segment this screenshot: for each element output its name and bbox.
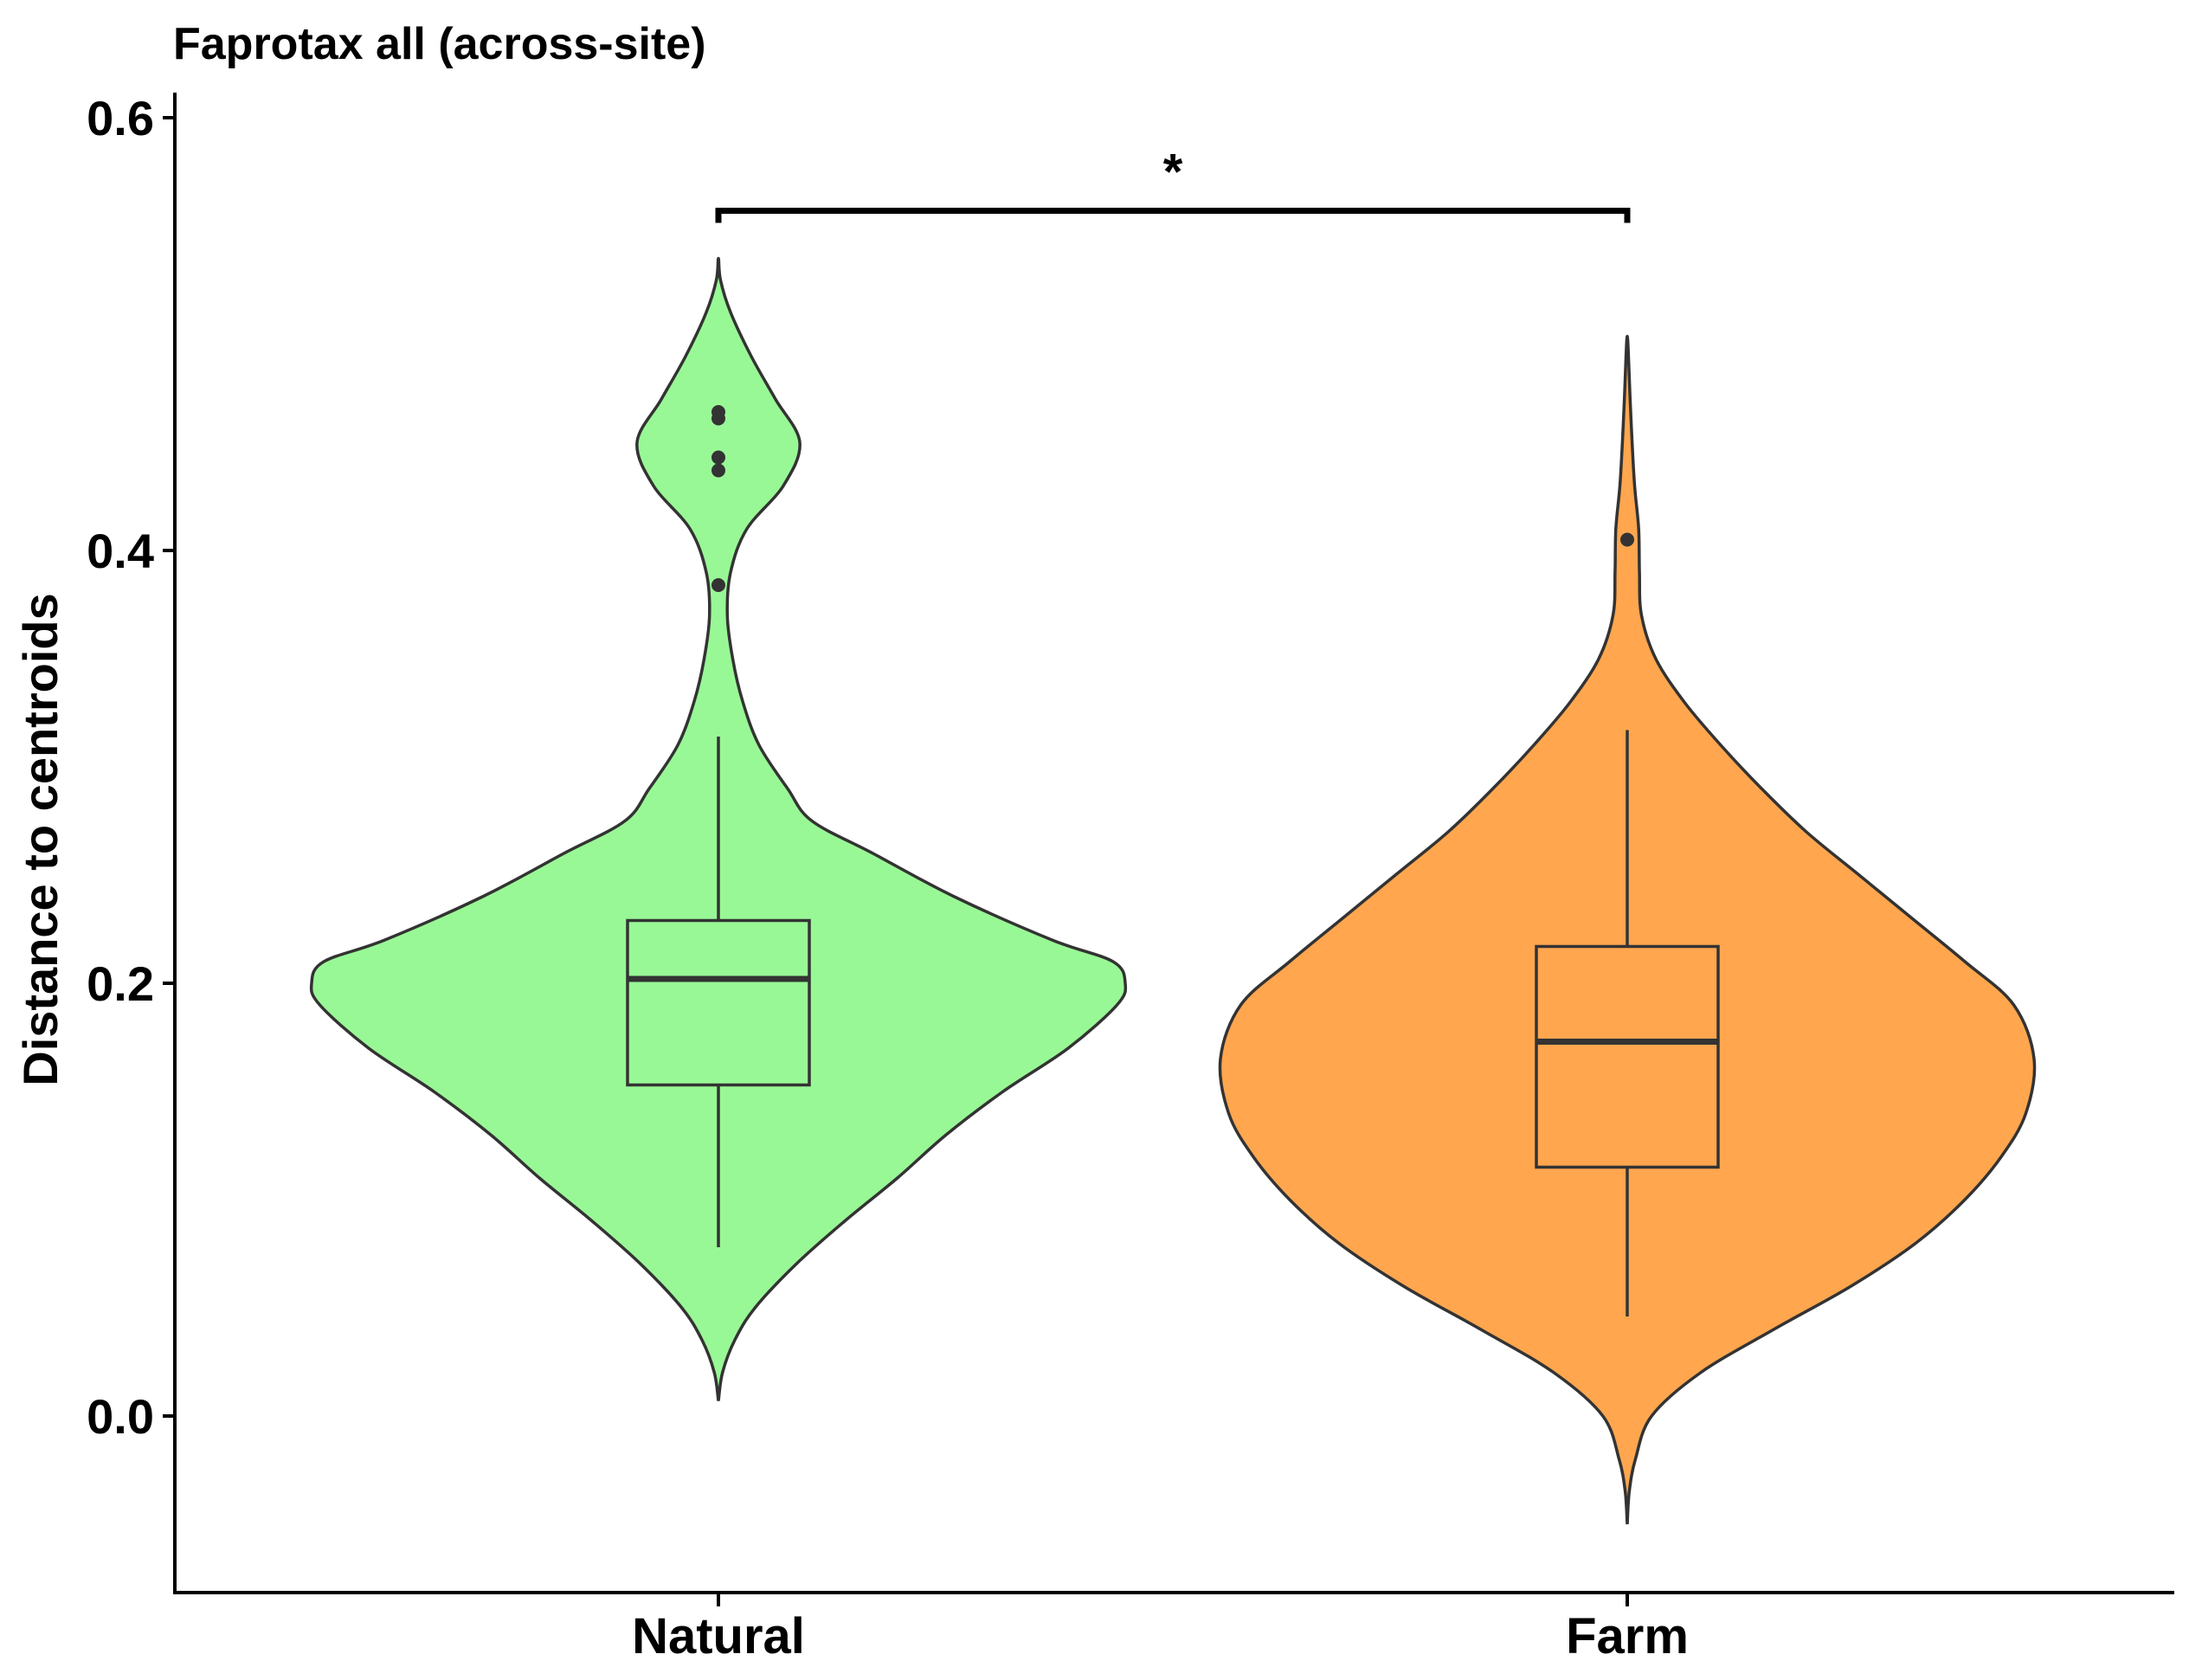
outlier-points — [711, 405, 1634, 592]
outlier-point-natural — [711, 463, 725, 478]
y-tick-label: 0.4 — [87, 524, 154, 578]
significance-line — [715, 208, 1631, 223]
box-natural — [626, 918, 811, 1087]
significance-bracket: * — [715, 145, 1631, 223]
x-tick-label-farm: Farm — [1566, 1608, 1689, 1664]
box-farm — [1535, 944, 1720, 1169]
y-tick-label: 0.0 — [87, 1389, 154, 1444]
significance-label: * — [1163, 145, 1183, 201]
y-tick-label: 0.6 — [87, 91, 154, 145]
y-axis-ticks: 0.0 0.2 0.4 0.6 — [87, 91, 175, 1444]
boxplots — [626, 730, 1720, 1316]
outlier-point-natural — [711, 405, 725, 419]
y-tick-label: 0.2 — [87, 956, 154, 1011]
x-axis-ticks: Natural Farm — [632, 1594, 1689, 1664]
violins — [309, 256, 2037, 1525]
x-tick-label-natural: Natural — [632, 1608, 805, 1664]
outlier-point-natural — [711, 578, 725, 592]
outlier-point-natural — [711, 450, 725, 465]
chart-title: Faprotax all (across-site) — [173, 19, 706, 69]
y-axis-title: Distance to centroids — [13, 593, 68, 1085]
outlier-point-farm — [1620, 532, 1634, 547]
